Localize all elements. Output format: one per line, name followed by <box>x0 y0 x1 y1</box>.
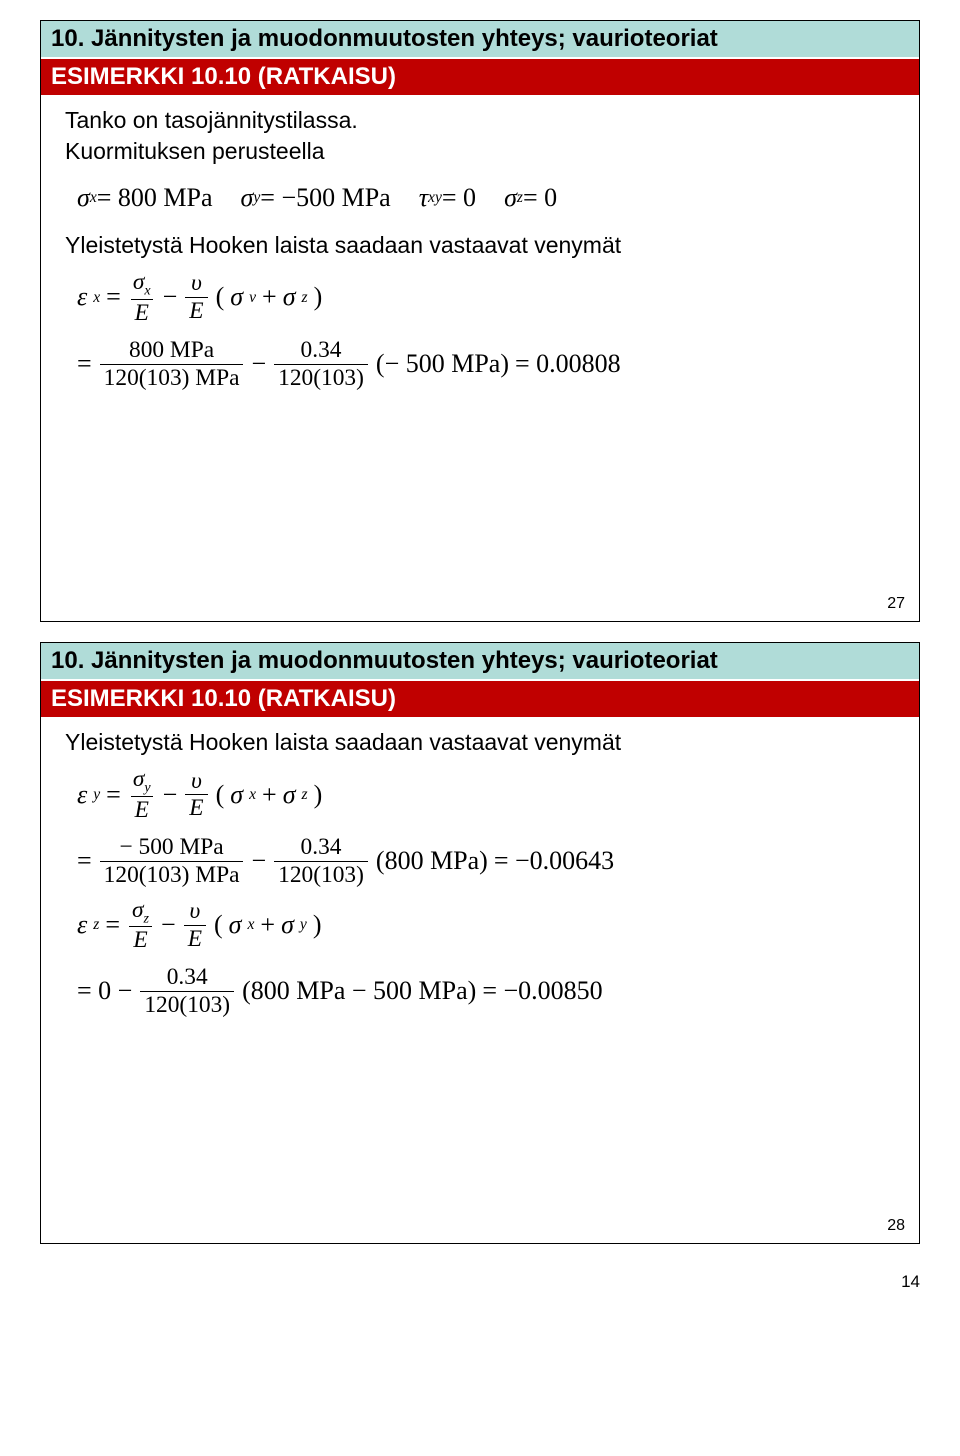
slide-page-number: 27 <box>887 595 905 613</box>
text-line: Yleistetystä Hooken laista saadaan vasta… <box>65 230 895 261</box>
slide1-content: Tanko on tasojännitystilassa. Kuormituks… <box>41 95 919 439</box>
chapter-heading: 10. Jännitysten ja muodonmuutosten yhtey… <box>41 21 919 57</box>
example-title: ESIMERKKI 10.10 (RATKAISU) <box>41 681 919 717</box>
strain-y-equation: εy = σy E − υ E ( σx + σz ) = <box>77 766 895 889</box>
document-page-number: 14 <box>0 1264 960 1312</box>
stress-assignments: σx = 800 MPa σy = −500 MPa τxy = 0 σz = … <box>77 175 895 222</box>
slide2-content: Yleistetystä Hooken laista saadaan vasta… <box>41 717 919 1067</box>
chapter-heading: 10. Jännitysten ja muodonmuutosten yhtey… <box>41 643 919 679</box>
text-line: Yleistetystä Hooken laista saadaan vasta… <box>65 727 895 758</box>
text-line: Tanko on tasojännitystilassa. <box>65 105 895 136</box>
strain-z-equation: εz = σz E − υ E ( σx + σy ) = 0 − <box>77 897 895 1020</box>
slide-2: 10. Jännitysten ja muodonmuutosten yhtey… <box>40 642 920 1244</box>
slide-1: 10. Jännitysten ja muodonmuutosten yhtey… <box>40 20 920 622</box>
text-line: Kuormituksen perusteella <box>65 136 895 167</box>
slide-page-number: 28 <box>887 1217 905 1235</box>
strain-x-equation: εx = σx E − υ E ( σv + σz ) = <box>77 269 895 392</box>
example-title: ESIMERKKI 10.10 (RATKAISU) <box>41 59 919 95</box>
